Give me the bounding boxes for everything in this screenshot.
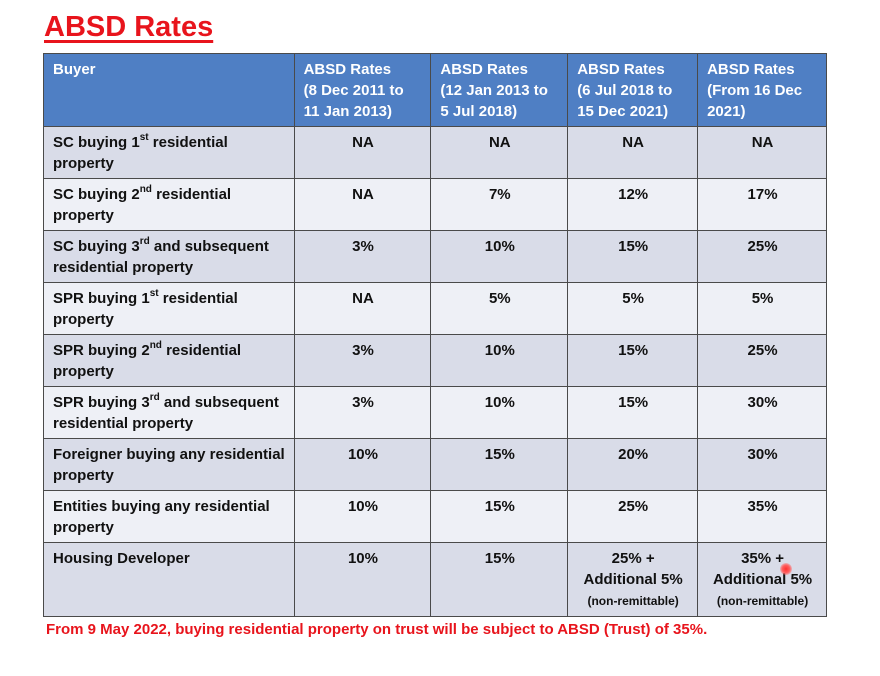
rate-cell: 20% (567, 438, 699, 491)
buyer-cell: SPR buying 1st residential property (43, 282, 295, 335)
table-row: Entities buying any residential property… (43, 490, 827, 543)
rate-cell: 3% (293, 334, 432, 387)
rate-cell: 12% (567, 178, 699, 231)
rate-cell: 10% (430, 334, 569, 387)
table-header-row: Buyer ABSD Rates (8 Dec 2011 to 11 Jan 2… (43, 53, 827, 127)
table-row-housing-developer: Housing Developer 10% 15% 25% + Addition… (43, 542, 827, 617)
rate-cell: 35% (697, 490, 827, 543)
footnote: From 9 May 2022, buying residential prop… (46, 621, 708, 638)
header-period-1: ABSD Rates (8 Dec 2011 to 11 Jan 2013) (293, 53, 432, 127)
table-row: SC buying 1st residential property NA NA NA… (43, 126, 827, 179)
rate-cell: 5% (567, 282, 699, 335)
rate-cell: 25% + Additional 5% (non-remittable) (567, 542, 699, 617)
header-period-3: ABSD Rates (6 Jul 2018 to 15 Dec 2021) (567, 53, 699, 127)
rate-cell: 25% (697, 230, 827, 283)
buyer-cell: SC buying 2nd residential property (43, 178, 295, 231)
rate-cell: 3% (293, 230, 432, 283)
rate-cell: 7% (430, 178, 569, 231)
rate-cell: NA (293, 282, 432, 335)
rate-cell: 30% (697, 386, 827, 439)
rate-cell: 15% (567, 334, 699, 387)
rate-cell: 5% (697, 282, 827, 335)
rate-cell: 10% (293, 542, 432, 617)
header-period-4: ABSD Rates (From 16 Dec 2021) (697, 53, 827, 127)
table-row: SC buying 3rd and subsequent residential… (43, 230, 827, 283)
rate-cell: 25% (567, 490, 699, 543)
buyer-cell: SC buying 3rd and subsequent residential… (43, 230, 295, 283)
buyer-cell: Entities buying any residential property (43, 490, 295, 543)
rate-cell: 15% (567, 230, 699, 283)
buyer-cell: SC buying 1st residential property (43, 126, 295, 179)
buyer-cell: Housing Developer (43, 542, 295, 617)
pointer-highlight-icon (780, 563, 792, 575)
rate-cell: 10% (293, 490, 432, 543)
buyer-cell: Foreigner buying any residential propert… (43, 438, 295, 491)
table-row: SPR buying 1st residential property NA 5% 5… (43, 282, 827, 335)
rate-cell: 15% (430, 542, 569, 617)
rate-cell: NA (697, 126, 827, 179)
header-period-2: ABSD Rates (12 Jan 2013 to 5 Jul 2018) (430, 53, 569, 127)
rate-cell: NA (567, 126, 699, 179)
rate-cell: 15% (430, 490, 569, 543)
rate-cell: 10% (430, 230, 569, 283)
page-title: ABSD Rates (44, 11, 214, 43)
buyer-cell: SPR buying 3rd and subsequent residentia… (43, 386, 295, 439)
table-row: SPR buying 3rd and subsequent residentia… (43, 386, 827, 439)
rate-cell: 10% (430, 386, 569, 439)
rate-cell: 25% (697, 334, 827, 387)
rate-cell: NA (430, 126, 569, 179)
rate-cell: 3% (293, 386, 432, 439)
rate-cell: 17% (697, 178, 827, 231)
table-row: SC buying 2nd residential property NA 7% 12… (43, 178, 827, 231)
rate-cell: 15% (567, 386, 699, 439)
absd-rates-table: Buyer ABSD Rates (8 Dec 2011 to 11 Jan 2… (43, 53, 827, 617)
rate-cell: 30% (697, 438, 827, 491)
rate-cell: 10% (293, 438, 432, 491)
buyer-cell: SPR buying 2nd residential property (43, 334, 295, 387)
header-buyer: Buyer (43, 53, 295, 127)
rate-cell: 5% (430, 282, 569, 335)
table-row: Foreigner buying any residential propert… (43, 438, 827, 491)
rate-cell: NA (293, 126, 432, 179)
rate-cell: NA (293, 178, 432, 231)
rate-cell: 35% + Additional 5% (non-remittable) (697, 542, 827, 617)
rate-cell: 15% (430, 438, 569, 491)
table-row: SPR buying 2nd residential property 3% 10%… (43, 334, 827, 387)
